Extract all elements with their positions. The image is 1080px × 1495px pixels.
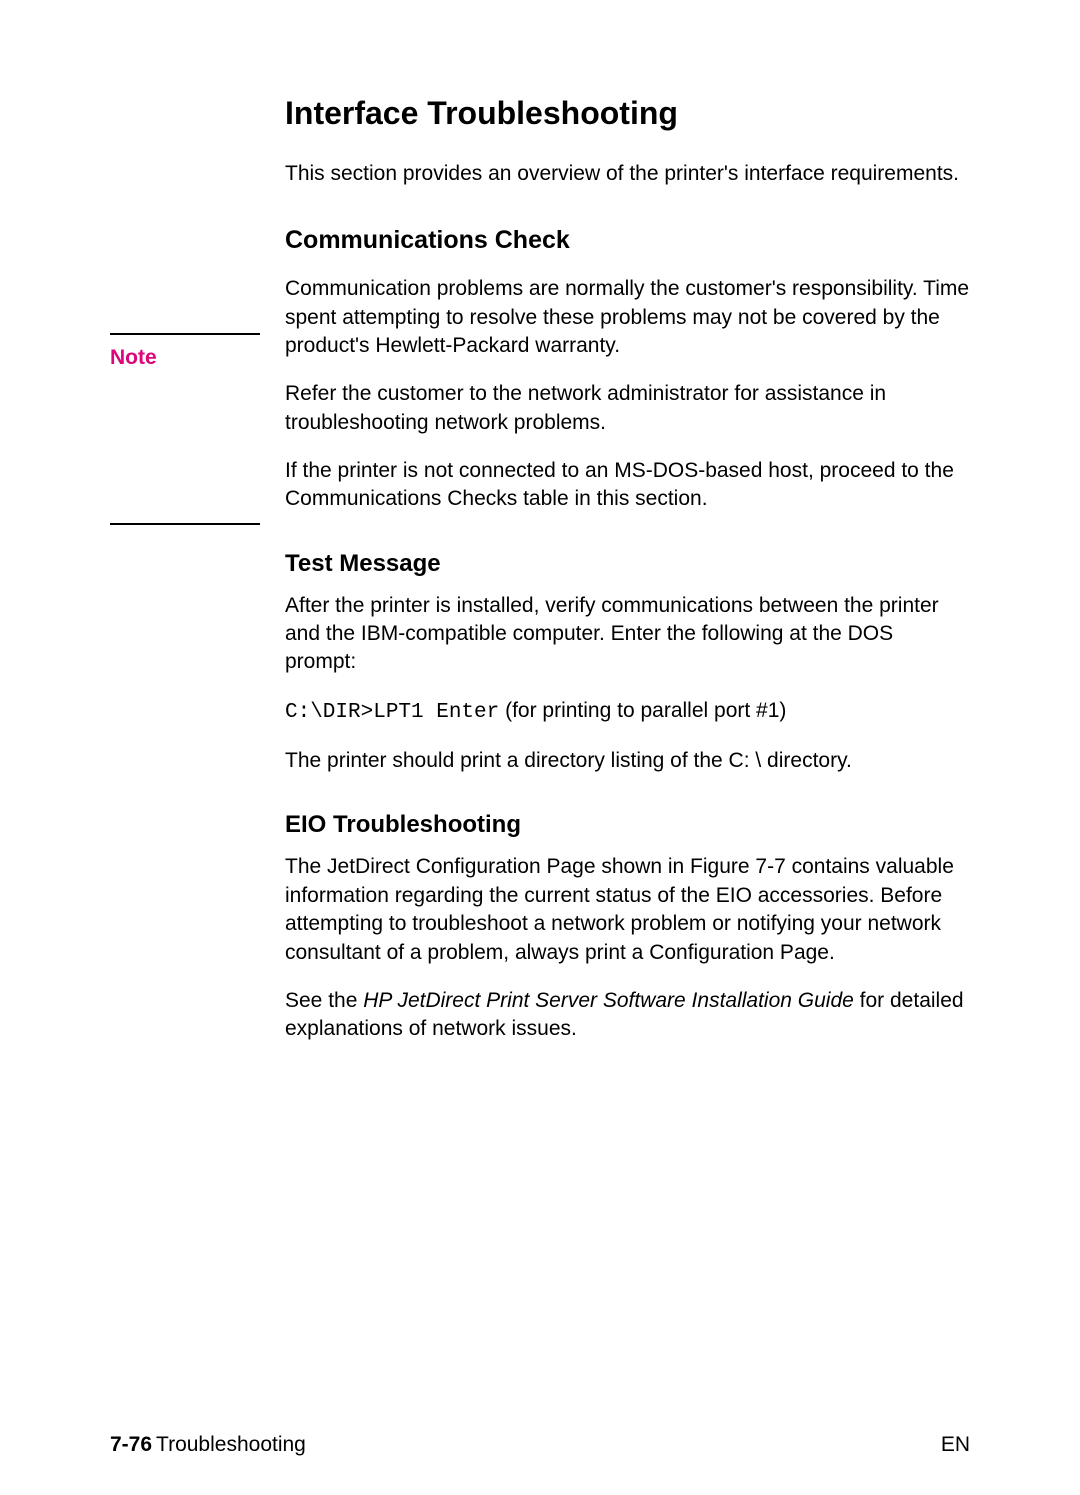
section1-para2: Refer the customer to the network admini… <box>285 380 970 437</box>
command-line: C:\DIR>LPT1 Enter (for printing to paral… <box>285 697 970 727</box>
test-message-heading: Test Message <box>285 550 970 578</box>
note-rule-bottom <box>110 523 260 525</box>
intro-paragraph: This section provides an overview of the… <box>285 160 970 188</box>
footer-section-name: Troubleshooting <box>156 1433 306 1457</box>
section3-para1: The JetDirect Configuration Page shown i… <box>285 853 970 966</box>
section1-para1: Communication problems are normally the … <box>285 275 970 360</box>
page-title: Interface Troubleshooting <box>285 95 970 132</box>
section3-para2-pre: See the <box>285 989 363 1012</box>
page-footer: 7-76 Troubleshooting EN <box>110 1433 970 1457</box>
note-label: Note <box>110 346 157 370</box>
page-container: Interface Troubleshooting This section p… <box>0 0 1080 1495</box>
footer-right: EN <box>941 1433 970 1457</box>
section3-para2-italic: HP JetDirect Print Server Software Insta… <box>363 989 854 1012</box>
dos-command: C:\DIR>LPT1 Enter <box>285 701 499 724</box>
section1-para3: If the printer is not connected to an MS… <box>285 457 970 514</box>
section2-para2: The printer should print a directory lis… <box>285 747 970 775</box>
eio-troubleshooting-heading: EIO Troubleshooting <box>285 811 970 839</box>
communications-check-heading: Communications Check <box>285 226 970 255</box>
note-rule-top <box>110 333 260 335</box>
section2-para1: After the printer is installed, verify c… <box>285 592 970 677</box>
footer-left: 7-76 Troubleshooting <box>110 1433 306 1457</box>
section3-para2: See the HP JetDirect Print Server Softwa… <box>285 987 970 1044</box>
command-trail: (for printing to parallel port #1) <box>499 699 786 722</box>
footer-page-number: 7-76 <box>110 1433 152 1457</box>
main-content: Interface Troubleshooting This section p… <box>285 95 970 1044</box>
